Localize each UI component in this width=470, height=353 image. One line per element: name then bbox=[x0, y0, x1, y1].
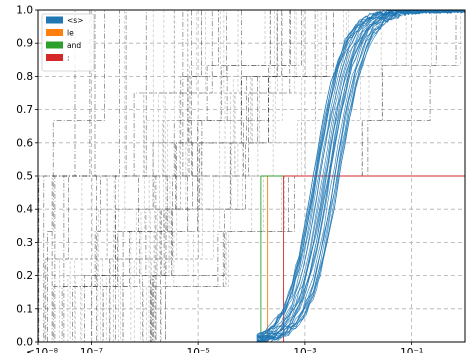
background-step-line bbox=[38, 9, 465, 343]
background-step-line bbox=[38, 9, 465, 343]
series-line-s bbox=[256, 9, 466, 342]
legend-swatch bbox=[46, 41, 63, 49]
background-step-line bbox=[38, 9, 465, 343]
legend-label: : bbox=[67, 53, 70, 62]
background-step-line bbox=[38, 9, 465, 343]
y-tick-label: 0.0 bbox=[16, 337, 33, 349]
y-tick-label: 0.1 bbox=[16, 303, 33, 315]
y-tick-label: 0.2 bbox=[16, 270, 33, 282]
background-step-line bbox=[38, 9, 465, 343]
background-step-line bbox=[38, 9, 465, 343]
x-tick-label: ≤10⁻⁸ bbox=[26, 347, 58, 353]
x-tick-label: 10⁻⁷ bbox=[80, 347, 103, 353]
series-line-s bbox=[256, 9, 466, 343]
y-tick-label: 0.4 bbox=[16, 204, 33, 216]
series-line-s bbox=[256, 9, 465, 339]
legend-label: <s> bbox=[67, 16, 83, 25]
background-step-line bbox=[38, 9, 465, 343]
background-step-line bbox=[38, 9, 465, 343]
y-tick-label: 1.0 bbox=[16, 5, 33, 17]
x-axis-ticks: ≤10⁻⁸ 10⁻⁷ 10⁻⁵ 10⁻³ 10⁻¹ bbox=[26, 342, 423, 353]
background-step-line bbox=[38, 9, 465, 343]
background-step-line bbox=[38, 9, 465, 343]
y-tick-label: 0.8 bbox=[16, 71, 33, 83]
x-tick-label: 10⁻⁵ bbox=[187, 347, 210, 353]
legend-label: and bbox=[67, 41, 81, 50]
y-tick-label: 0.3 bbox=[16, 237, 33, 249]
legend-swatch bbox=[46, 16, 63, 24]
legend-swatch bbox=[46, 54, 63, 61]
legend-label: le bbox=[67, 28, 74, 37]
legend-swatch bbox=[46, 29, 63, 36]
y-tick-label: 0.7 bbox=[16, 104, 33, 116]
legend: <s> le and: bbox=[41, 13, 95, 72]
y-axis-ticks: 0.0 0.1 0.2 0.3 0.4 0.5 0.6 0.7 0.8 0.9 1.0 bbox=[16, 5, 38, 349]
background-step-line bbox=[38, 9, 465, 343]
background-step-line bbox=[38, 9, 465, 343]
y-tick-label: 0.6 bbox=[16, 137, 33, 149]
x-tick-label: 10⁻³ bbox=[293, 347, 316, 353]
y-tick-label: 0.5 bbox=[16, 171, 33, 183]
series-line-colon bbox=[283, 175, 465, 342]
background-step-line bbox=[38, 9, 465, 343]
y-tick-label: 0.9 bbox=[16, 38, 33, 50]
x-tick-label: 10⁻¹ bbox=[400, 347, 423, 353]
